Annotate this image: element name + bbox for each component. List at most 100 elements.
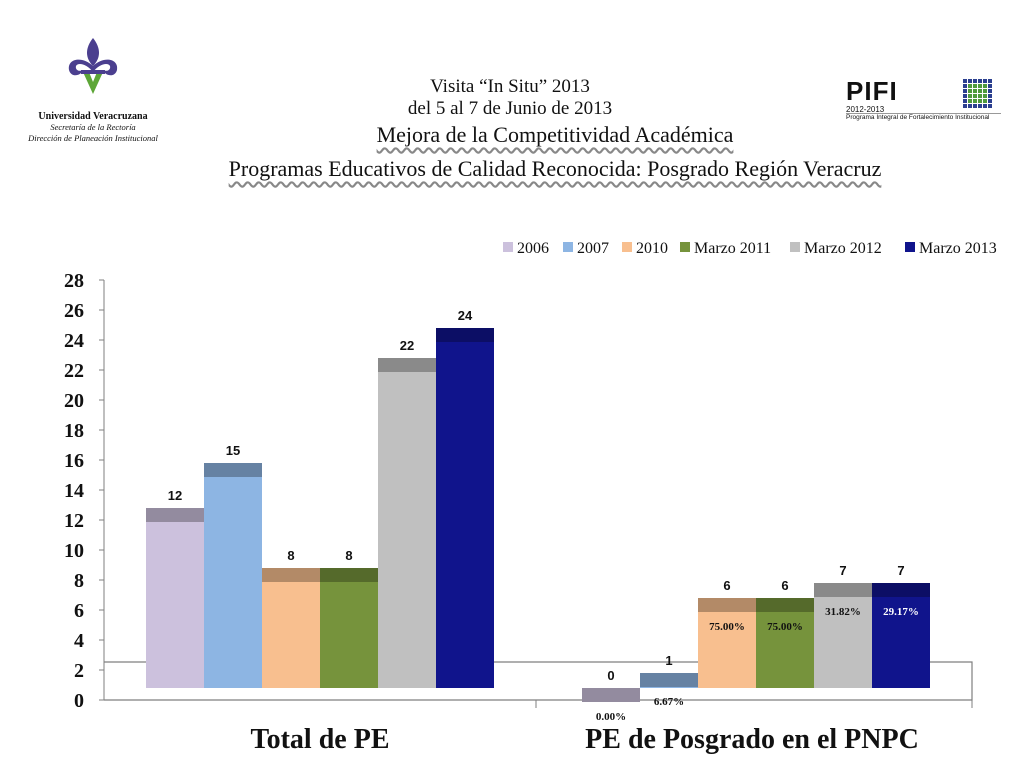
data-label: 6 bbox=[723, 578, 730, 593]
pifi-grid-cell bbox=[988, 79, 992, 83]
pifi-grid-cell bbox=[968, 89, 972, 93]
pifi-grid-cell bbox=[973, 89, 977, 93]
title-line-2: Programas Educativos de Calidad Reconoci… bbox=[228, 156, 882, 181]
secretaria-label: Secretaría de la Rectoría bbox=[50, 122, 136, 132]
bar bbox=[262, 582, 320, 688]
bar bbox=[320, 582, 378, 688]
bar bbox=[204, 477, 262, 688]
pifi-wordmark: PIFI bbox=[846, 76, 898, 106]
pifi-grid-cell bbox=[968, 99, 972, 103]
y-tick-label: 24 bbox=[64, 330, 84, 352]
data-label: 8 bbox=[345, 548, 352, 563]
legend-swatch bbox=[622, 242, 632, 252]
legend-label: Marzo 2011 bbox=[694, 240, 771, 257]
y-tick-label: 26 bbox=[64, 300, 84, 322]
pifi-grid-cell bbox=[963, 104, 967, 108]
pifi-grid-cell bbox=[983, 84, 987, 88]
y-tick-label: 0 bbox=[74, 690, 84, 712]
percent-label: 0.00% bbox=[596, 711, 626, 723]
pifi-grid-cell bbox=[983, 104, 987, 108]
percent-label: 31.82% bbox=[825, 606, 861, 618]
y-tick-label: 16 bbox=[64, 450, 84, 472]
pifi-grid-cell bbox=[978, 104, 982, 108]
pifi-divider bbox=[846, 113, 1001, 114]
legend-swatch bbox=[790, 242, 800, 252]
bar bbox=[698, 612, 756, 688]
pifi-grid-cell bbox=[963, 84, 967, 88]
pifi-grid-cell bbox=[973, 99, 977, 103]
university-name: Universidad Veracruzana bbox=[38, 111, 148, 122]
y-tick-label: 8 bbox=[74, 570, 84, 592]
legend-label: 2010 bbox=[636, 240, 668, 257]
visit-line-1: Visita “In Situ” 2013 bbox=[430, 76, 590, 97]
pifi-grid-cell bbox=[968, 94, 972, 98]
y-tick-label: 6 bbox=[74, 600, 84, 622]
pifi-grid-cell bbox=[978, 99, 982, 103]
y-tick-label: 20 bbox=[64, 390, 84, 412]
visit-line-2: del 5 al 7 de Junio de 2013 bbox=[407, 98, 613, 119]
pifi-grid-cell bbox=[988, 89, 992, 93]
pifi-grid-cell bbox=[978, 89, 982, 93]
percent-label: 6.67% bbox=[654, 696, 684, 708]
legend-swatch bbox=[680, 242, 690, 252]
pifi-grid-cell bbox=[988, 84, 992, 88]
pifi-grid-cell bbox=[968, 84, 972, 88]
bar bbox=[756, 612, 814, 688]
y-tick-label: 22 bbox=[64, 360, 84, 382]
pifi-grid-cell bbox=[983, 94, 987, 98]
percent-label: 75.00% bbox=[767, 621, 803, 633]
y-tick-label: 28 bbox=[64, 270, 84, 292]
bar bbox=[146, 522, 204, 688]
bar bbox=[378, 372, 436, 688]
bar-top bbox=[814, 583, 872, 597]
page-title: Mejora de la Competitividad Académica Pr… bbox=[100, 118, 1010, 186]
y-tick-label: 4 bbox=[74, 630, 84, 652]
pifi-grid-cell bbox=[988, 94, 992, 98]
pifi-grid-icon bbox=[963, 79, 992, 108]
x-category-label: PE de Posgrado en el PNPC bbox=[585, 724, 919, 755]
pifi-grid-cell bbox=[968, 104, 972, 108]
legend-label: Marzo 2013 bbox=[919, 240, 997, 257]
title-line-1: Mejora de la Competitividad Académica bbox=[376, 122, 734, 147]
pifi-grid-cell bbox=[973, 84, 977, 88]
bar-top bbox=[320, 568, 378, 582]
bar-top bbox=[872, 583, 930, 597]
visit-heading: Visita “In Situ” 2013 del 5 al 7 de Juni… bbox=[330, 76, 690, 120]
bar-top bbox=[436, 328, 494, 342]
bar-top bbox=[146, 508, 204, 522]
pifi-grid-cell bbox=[968, 79, 972, 83]
uv-logo-block: Universidad Veracruzana Secretaría de la… bbox=[18, 36, 168, 144]
bar bbox=[436, 342, 494, 688]
bar-top bbox=[262, 568, 320, 582]
pifi-description: Programa Integral de Fortalecimiento Ins… bbox=[846, 114, 990, 121]
bar bbox=[814, 597, 872, 688]
legend-swatch bbox=[905, 242, 915, 252]
bar bbox=[872, 597, 930, 688]
data-label: 0 bbox=[607, 668, 614, 683]
pifi-grid-cell bbox=[973, 79, 977, 83]
bar-top bbox=[640, 673, 698, 687]
pifi-grid-cell bbox=[963, 79, 967, 83]
legend-swatch bbox=[563, 242, 573, 252]
data-label: 22 bbox=[400, 338, 414, 353]
bar-top bbox=[204, 463, 262, 477]
pifi-grid-cell bbox=[978, 84, 982, 88]
legend-label: Marzo 2012 bbox=[804, 240, 882, 257]
pifi-grid-cell bbox=[963, 89, 967, 93]
pifi-grid-cell bbox=[978, 79, 982, 83]
pifi-grid-cell bbox=[963, 94, 967, 98]
percent-label: 29.17% bbox=[883, 606, 919, 618]
bar bbox=[640, 687, 698, 688]
legend-label: 2007 bbox=[577, 240, 609, 257]
y-tick-label: 14 bbox=[64, 480, 84, 502]
percent-label: 75.00% bbox=[709, 621, 745, 633]
bar-top bbox=[582, 688, 640, 702]
data-label: 24 bbox=[458, 308, 473, 323]
bar-top bbox=[378, 358, 436, 372]
data-label: 8 bbox=[287, 548, 294, 563]
data-label: 6 bbox=[781, 578, 788, 593]
pifi-grid-cell bbox=[983, 79, 987, 83]
y-tick-label: 2 bbox=[74, 660, 84, 682]
pifi-grid-cell bbox=[973, 104, 977, 108]
